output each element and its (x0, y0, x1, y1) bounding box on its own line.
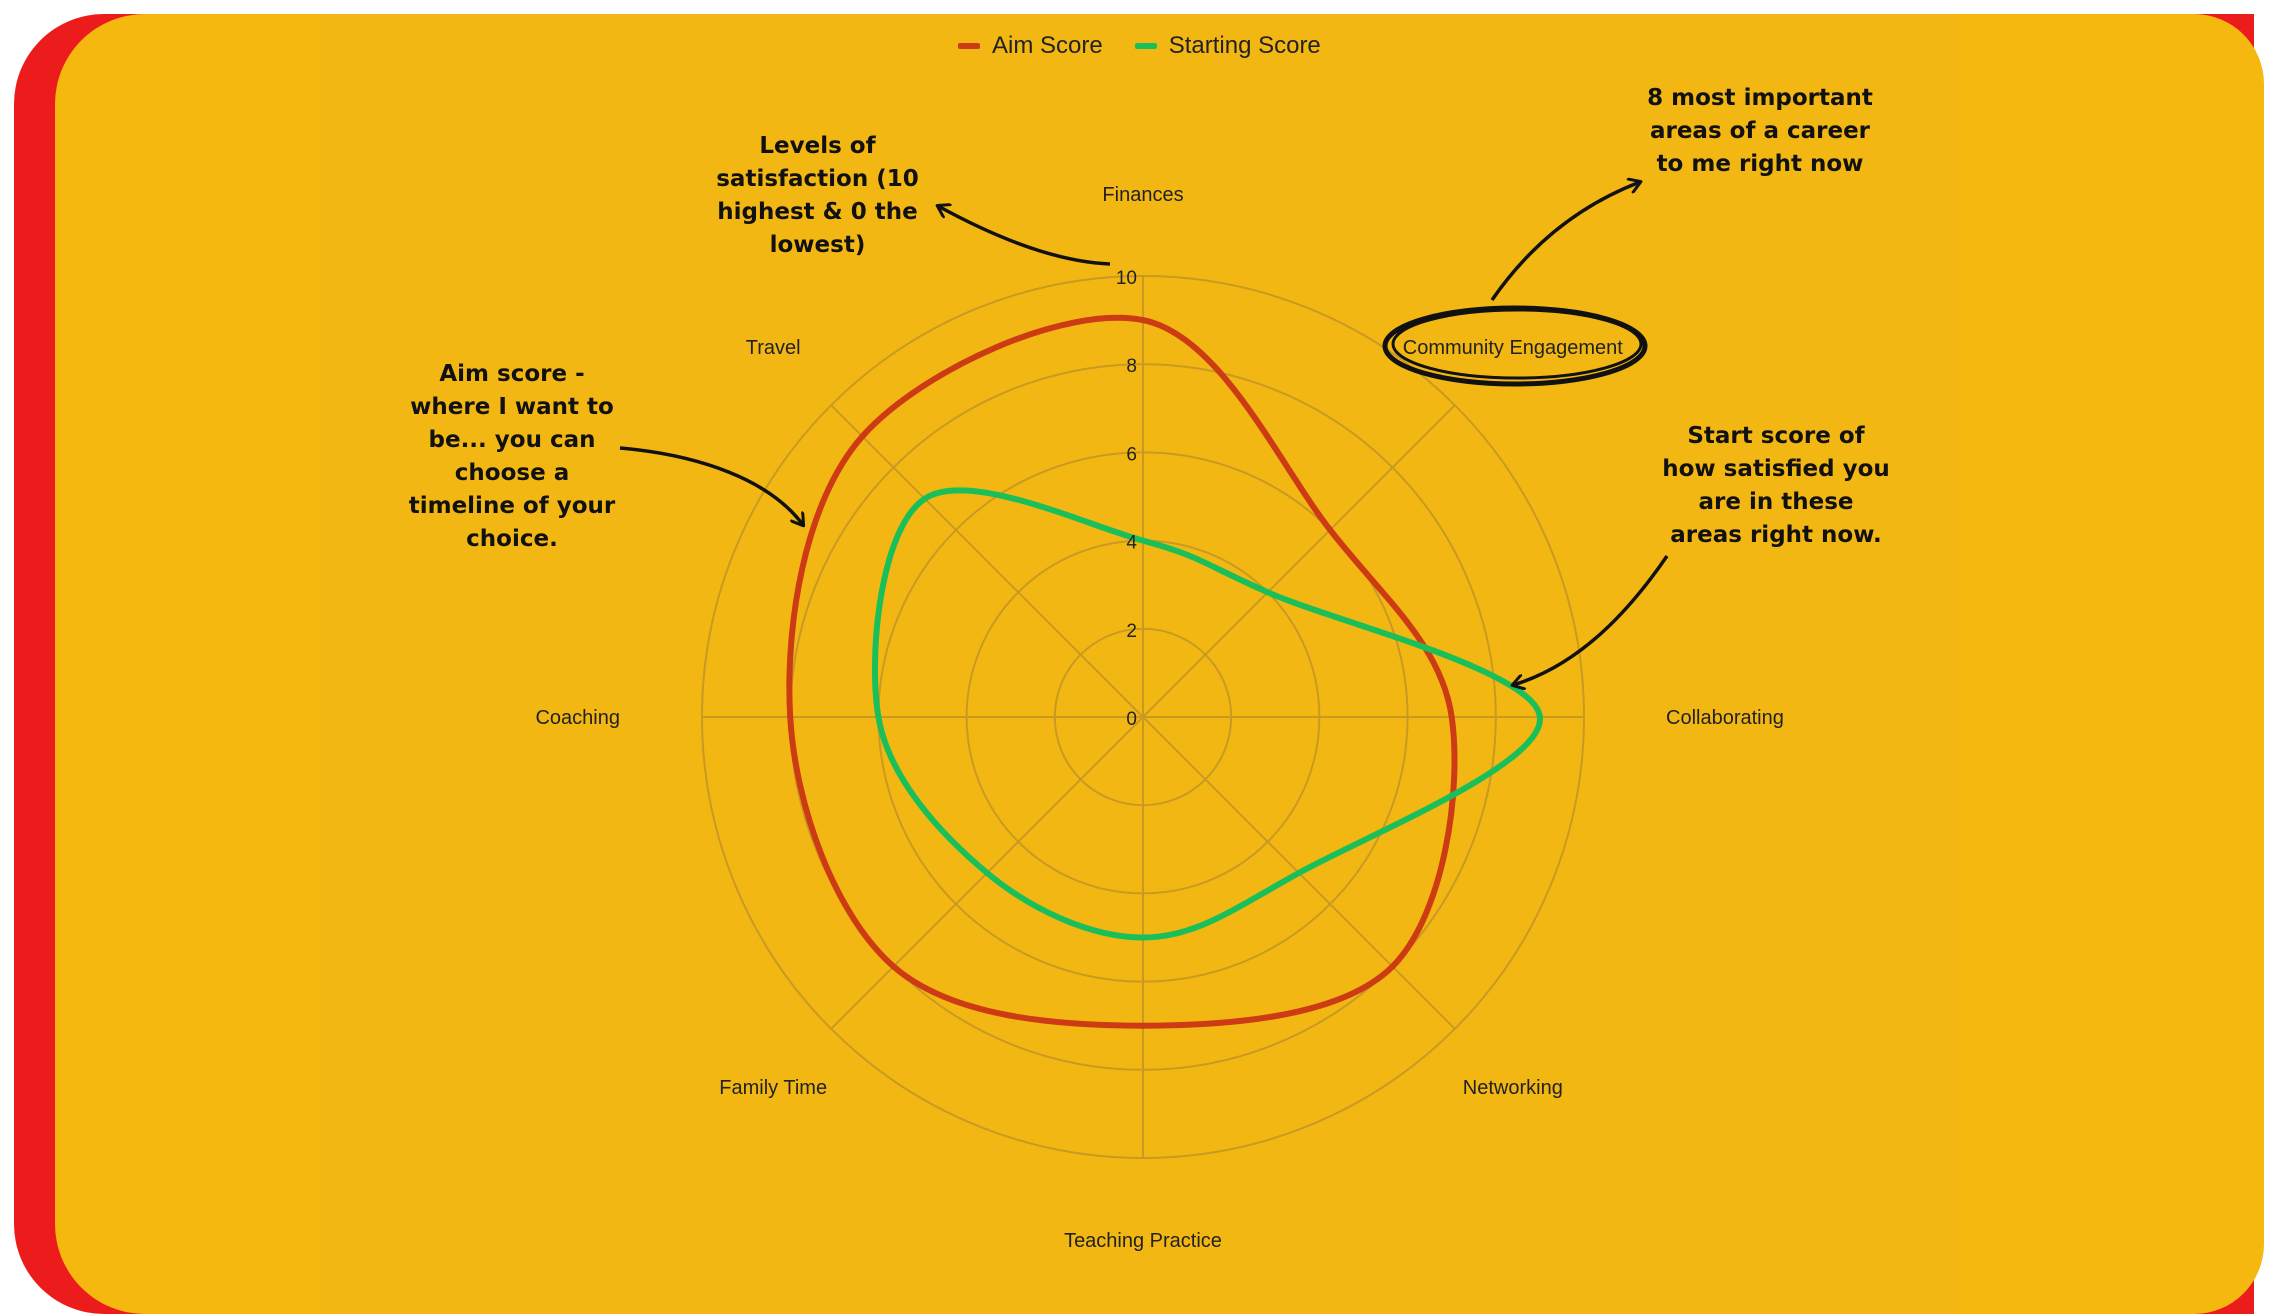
category-label: Networking (1463, 1077, 1563, 1099)
grid-spoke (830, 404, 1144, 718)
data-point-start[interactable] (984, 869, 991, 876)
category-label: Travel (746, 337, 801, 359)
arrow-start (1513, 555, 1669, 685)
tick-label: 0 (1126, 709, 1137, 730)
grid-spoke (1142, 404, 1456, 718)
legend-item-start[interactable]: Starting Score (1134, 32, 1321, 60)
legend-label-start: Starting Score (1168, 32, 1321, 59)
legend-swatch-aim (958, 43, 980, 49)
data-point-start[interactable] (921, 495, 928, 502)
data-point-start[interactable] (875, 714, 882, 720)
tick-label: 10 (1116, 268, 1137, 289)
series-line-aim (786, 314, 1458, 1029)
data-point-aim[interactable] (1448, 714, 1455, 720)
highlight-ellipse (1382, 305, 1648, 387)
data-point-aim[interactable] (859, 433, 866, 440)
data-point-aim[interactable] (1140, 1022, 1146, 1029)
tick-label: 2 (1126, 621, 1137, 642)
annotation-aim: Aim score - where I want to be... you ca… (408, 361, 616, 552)
annotation-areas: 8 most important areas of a career to me… (1647, 85, 1873, 177)
data-point-start[interactable] (1536, 714, 1543, 720)
data-point-start[interactable] (1140, 537, 1146, 544)
category-label: Teaching Practice (1064, 1230, 1222, 1252)
arrow-levels (938, 206, 1111, 266)
legend-swatch-start (1134, 43, 1157, 49)
data-point-aim[interactable] (1327, 526, 1334, 533)
category-label: Coaching (535, 707, 620, 729)
annotation-start: Start score of how satisfied you are in … (1662, 423, 1890, 548)
category-label: Finances (1102, 184, 1183, 206)
data-point-aim[interactable] (787, 714, 794, 720)
chart-panel (322, 14, 1960, 1314)
legend-item-aim[interactable]: Aim Score (958, 32, 1103, 60)
data-point-start[interactable] (1295, 869, 1302, 876)
data-point-start[interactable] (1264, 589, 1271, 596)
tick-label: 4 (1126, 533, 1137, 554)
arrow-aim (619, 446, 803, 525)
chart-legend: Aim Score Starting Score (958, 32, 1353, 60)
data-point-aim[interactable] (1140, 317, 1146, 324)
category-label: Collaborating (1666, 707, 1784, 729)
tick-label: 6 (1126, 444, 1137, 465)
legend-label-aim: Aim Score (992, 32, 1103, 59)
category-label: Family Time (719, 1077, 827, 1099)
arrow-areas (1490, 182, 1640, 301)
data-point-aim[interactable] (890, 963, 897, 970)
data-point-start[interactable] (1140, 934, 1146, 941)
tick-label: 8 (1126, 356, 1137, 377)
highlight-ellipse-inner (1391, 308, 1643, 380)
annotation-levels: Levels of satisfaction (10 highest & 0 t… (716, 133, 919, 258)
category-label: Community Engagement (1403, 337, 1624, 359)
data-point-aim[interactable] (1389, 963, 1396, 970)
